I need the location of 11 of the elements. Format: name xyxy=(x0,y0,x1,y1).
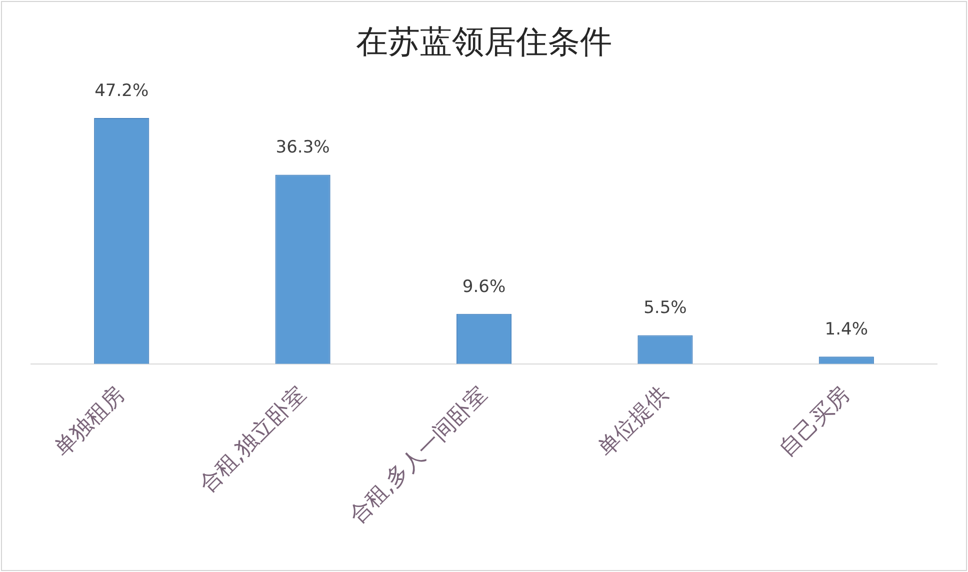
x-tick-label: 自己买房 xyxy=(774,382,855,462)
data-label: 5.5% xyxy=(644,298,687,318)
x-tick-label: 合租,多人一间卧室 xyxy=(345,382,492,529)
data-label: 36.3% xyxy=(276,138,330,158)
x-tick-label: 单独租房 xyxy=(50,382,130,462)
data-label: 9.6% xyxy=(462,276,506,297)
x-tick-label: 单位提供 xyxy=(594,382,674,462)
chart-title: 在苏蓝领居住条件 xyxy=(356,22,612,61)
x-tick-label: 合租,独立卧室 xyxy=(195,382,312,498)
data-label: 1.4% xyxy=(824,320,868,340)
data-label: 47.2% xyxy=(94,80,149,101)
